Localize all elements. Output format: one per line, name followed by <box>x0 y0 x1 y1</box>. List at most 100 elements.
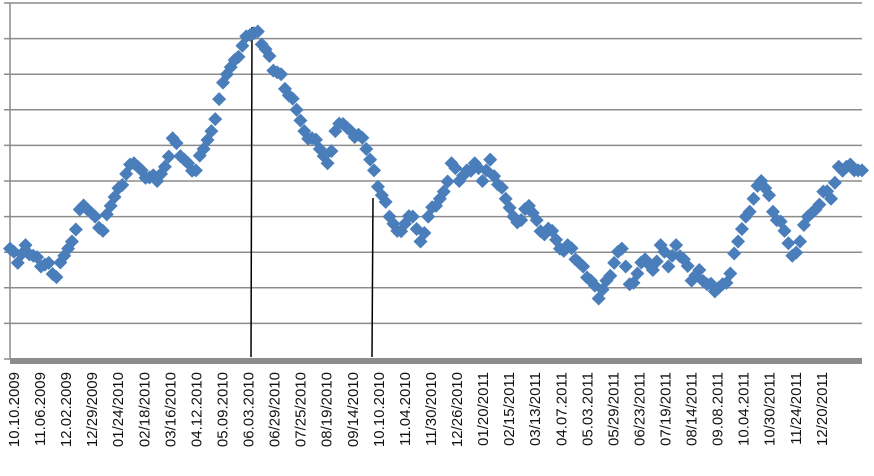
x-tick-label: 11.04.2010 <box>397 372 414 446</box>
x-axis <box>10 358 862 364</box>
data-point <box>483 152 498 167</box>
x-tick-label: 10.10.2009 <box>6 372 23 447</box>
data-point <box>502 200 517 215</box>
x-tick-label: 06.03.2010 <box>241 372 258 447</box>
x-tick-label: 05.09.2010 <box>214 372 231 447</box>
data-point <box>494 180 509 195</box>
x-tick-label: 10/30/2011 <box>762 372 779 446</box>
x-tick-label: 06/29/2010 <box>267 372 284 447</box>
data-point <box>475 174 490 188</box>
x-tick-label: 12/20/2011 <box>814 372 831 446</box>
x-tick-label: 12/26/2010 <box>449 372 466 447</box>
data-point <box>630 266 645 281</box>
data-point <box>680 259 695 273</box>
x-tick-label: 01/24/2010 <box>110 372 127 447</box>
data-point <box>355 130 370 145</box>
data-point <box>746 191 761 206</box>
x-tick-label: 12/29/2009 <box>84 372 101 447</box>
data-point <box>169 136 184 151</box>
data-point <box>119 166 134 181</box>
data-point <box>378 194 393 209</box>
vertical-annotation-lines <box>250 26 374 358</box>
x-tick-label: 10.04.2011 <box>736 372 753 446</box>
data-point <box>618 259 633 274</box>
x-tick-label: 11.06.2009 <box>32 372 49 446</box>
x-tick-label: 12.02.2009 <box>58 372 75 447</box>
x-tick-label: 04.07.2011 <box>553 372 570 446</box>
data-point <box>436 184 451 199</box>
data-point <box>293 113 308 128</box>
data-point <box>339 120 354 135</box>
data-point <box>115 178 130 192</box>
x-tick-label: 08/14/2011 <box>684 372 701 446</box>
data-point <box>274 67 289 82</box>
x-tick-label: 09.08.2011 <box>710 372 727 446</box>
x-tick-label: 05/29/2011 <box>605 372 622 446</box>
data-point <box>231 49 246 64</box>
data-point <box>762 188 777 203</box>
data-point <box>649 254 664 269</box>
annotation-line <box>250 26 253 358</box>
data-point <box>734 222 749 237</box>
data-point <box>789 245 804 260</box>
data-point <box>827 175 842 190</box>
data-point <box>692 263 707 277</box>
data-point <box>367 163 382 178</box>
data-point <box>723 266 738 281</box>
data-point <box>417 226 432 241</box>
data-point <box>793 234 808 249</box>
data-point <box>41 255 56 270</box>
data-point <box>529 213 544 228</box>
data-point <box>157 159 172 174</box>
data-point <box>564 241 579 256</box>
data-point <box>498 191 513 206</box>
x-tick-label: 07/19/2011 <box>658 372 675 446</box>
x-tick-label: 02/18/2010 <box>136 372 153 447</box>
annotation-line <box>371 197 374 358</box>
data-point <box>777 223 792 238</box>
data-point <box>657 244 672 259</box>
data-point <box>204 124 219 139</box>
x-tick-label: 11/30/2010 <box>423 372 440 446</box>
x-tick-label: 11/24/2011 <box>788 372 805 445</box>
data-point <box>855 163 869 178</box>
series-markers <box>3 24 869 306</box>
data-point <box>603 268 618 283</box>
data-point <box>665 248 680 263</box>
data-point <box>68 222 83 237</box>
data-point <box>161 149 176 164</box>
x-tick-label: 05.03.2011 <box>579 372 596 446</box>
data-point <box>405 209 420 224</box>
data-point <box>88 209 103 224</box>
data-point <box>285 91 300 106</box>
data-point <box>576 259 591 274</box>
data-point <box>727 246 742 261</box>
data-point <box>250 24 265 39</box>
x-tick-label: 10.10.2010 <box>371 372 388 447</box>
data-point <box>812 197 827 212</box>
x-axis-line <box>10 358 862 364</box>
data-point <box>359 141 374 156</box>
x-tick-label: 09/14/2010 <box>345 372 362 447</box>
x-tick-label: 04.12.2010 <box>188 372 205 447</box>
data-point <box>320 156 335 171</box>
data-point <box>514 213 529 228</box>
x-tick-label: 03/13/2011 <box>527 372 544 446</box>
data-point <box>742 204 757 219</box>
data-point <box>212 92 227 107</box>
x-tick-label: 01/20/2011 <box>475 372 492 446</box>
x-tick-labels: 10.10.2009 11.06.2009 12.02.2009 12/29/2009… <box>6 372 831 447</box>
data-point <box>95 223 110 238</box>
gridlines <box>4 2 862 360</box>
x-tick-label: 03/16/2010 <box>162 372 179 447</box>
x-tick-label: 02/15/2011 <box>501 372 518 446</box>
data-point <box>731 234 746 249</box>
x-tick-label: 08/19/2010 <box>319 372 336 447</box>
data-point <box>440 174 455 189</box>
data-point <box>188 163 203 178</box>
data-point <box>324 144 339 159</box>
data-point <box>49 270 64 285</box>
data-point <box>669 238 684 253</box>
data-point <box>661 259 676 274</box>
